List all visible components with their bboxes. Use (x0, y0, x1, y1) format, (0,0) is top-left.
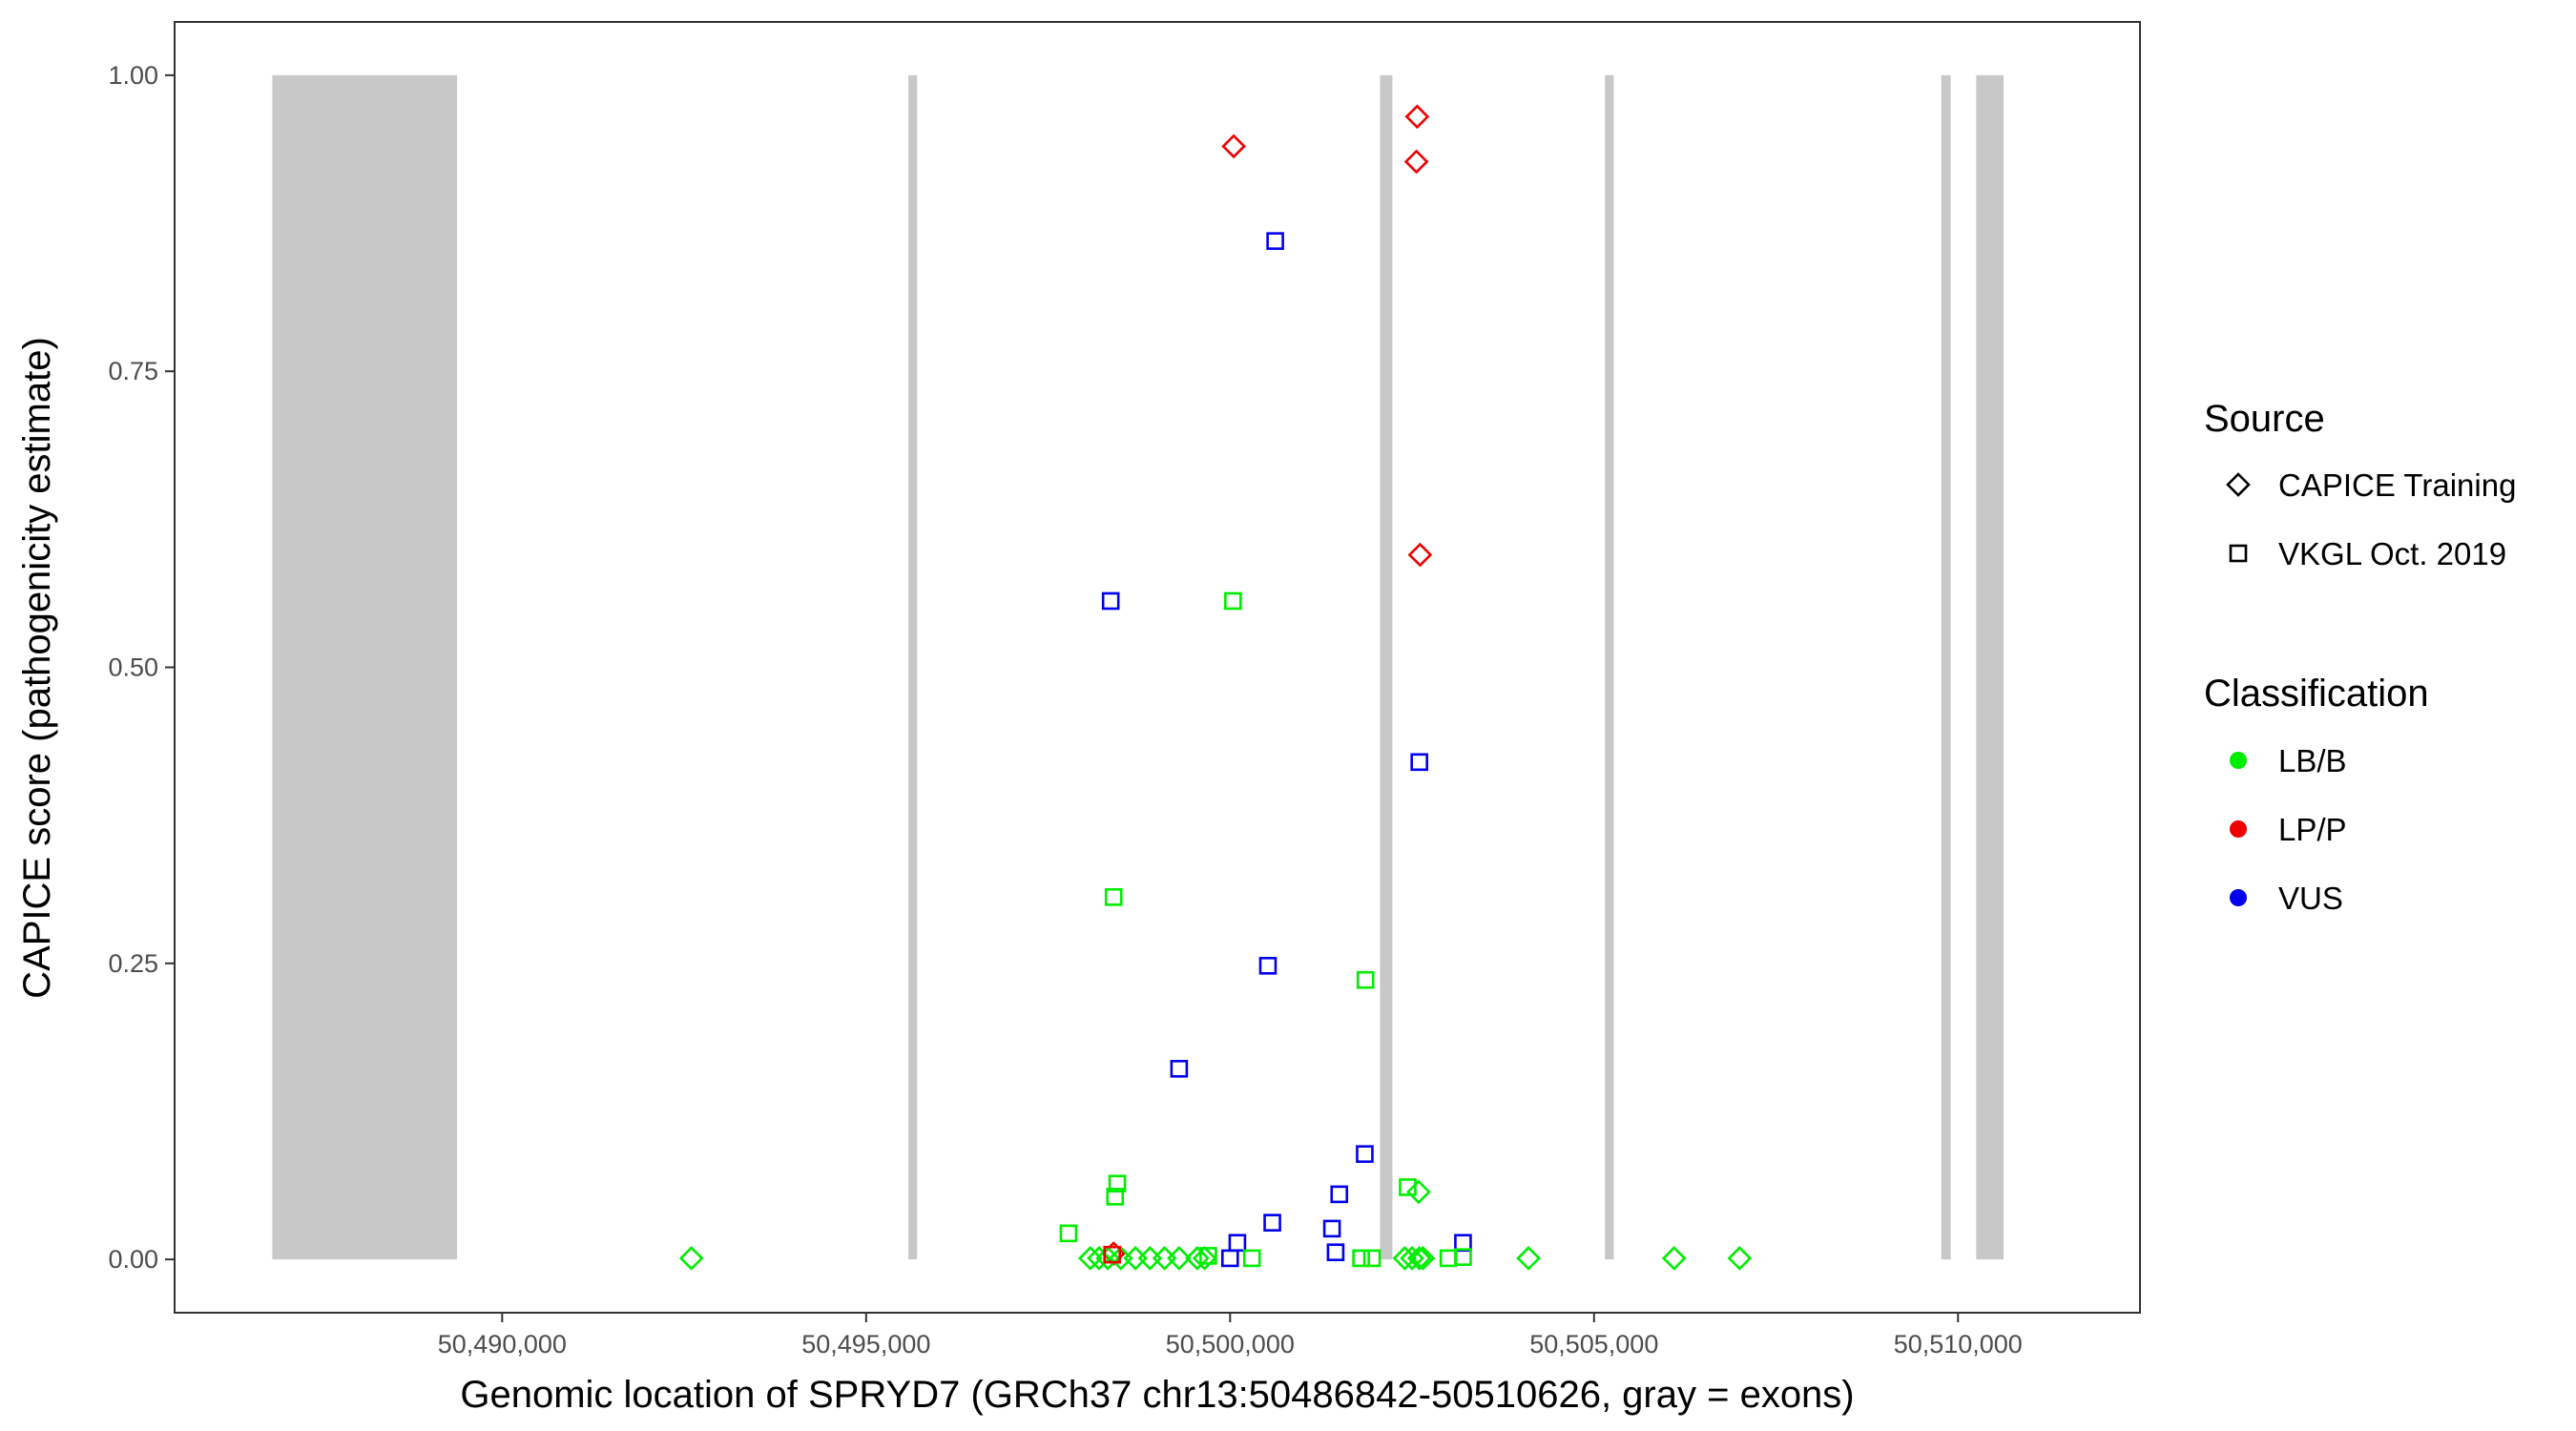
exon-region-2 (908, 74, 918, 1260)
legend-label-classification: VUS (2278, 881, 2343, 916)
legend-key-square (2229, 544, 2248, 563)
legend-key-dot (2230, 889, 2247, 906)
x-tick-label: 50,495,000 (801, 1330, 930, 1358)
square-point-lbb (1108, 1174, 1127, 1192)
diamond-point-lpp (1407, 542, 1433, 568)
square-point-lbb (1362, 1249, 1381, 1268)
square-point-vus (1266, 232, 1284, 250)
exon-region-1 (272, 74, 458, 1260)
legend: Source CAPICE Training VKGL Oct. 2019 Cla… (2204, 398, 2516, 916)
legend-label-classification: LB/B (2278, 743, 2347, 778)
x-axis: 50,490,000 50,495,000 50,500,000 50,505,000… (438, 1313, 2023, 1358)
square-point-lbb (1104, 888, 1123, 906)
y-axis: 0.00 0.25 0.50 0.75 1.00 (108, 61, 175, 1274)
y-tick-label: 0.50 (108, 653, 158, 682)
square-point-vus (1326, 1243, 1345, 1261)
legend-title-classification: Classification (2204, 673, 2429, 715)
exon-region-4 (1605, 74, 1614, 1260)
diamond-point-lpp (1404, 104, 1430, 130)
square-point-lbb (1454, 1248, 1472, 1266)
square-point-lbb (1242, 1249, 1261, 1268)
legend-key-dot (2230, 820, 2247, 838)
legend-key-dot (2230, 752, 2247, 769)
y-tick-label: 0.75 (108, 357, 158, 385)
legend-label-source: CAPICE Training (2278, 467, 2516, 503)
diamond-point-lbb (1087, 1246, 1111, 1271)
diamond-point-lbb (1167, 1246, 1192, 1271)
diamond-point-lbb (1516, 1246, 1541, 1271)
diamond-point-lbb (1406, 1246, 1432, 1271)
legend-key-diamond (2226, 472, 2251, 497)
square-point-lbb (1106, 1188, 1125, 1206)
square-point-vus (1410, 753, 1428, 772)
square-point-vus (1356, 1145, 1374, 1163)
x-tick-label: 50,505,000 (1529, 1330, 1658, 1358)
diamond-point-lbb (1406, 1179, 1431, 1205)
diamond-point-lbb (1192, 1246, 1217, 1271)
y-tick-label: 0.00 (108, 1245, 158, 1274)
diamond-point-lbb (1077, 1246, 1103, 1271)
exons-layer (272, 74, 2005, 1260)
square-point-vus (1330, 1185, 1349, 1204)
x-axis-title: Genomic location of SPRYD7 (GRCh37 chr13… (460, 1374, 1854, 1416)
square-point-lbb (1352, 1249, 1370, 1268)
diamond-point-lpp (1403, 149, 1429, 175)
legend-source-entries: CAPICE Training VKGL Oct. 2019 (2226, 467, 2516, 571)
x-tick-label: 50,500,000 (1166, 1330, 1295, 1358)
x-tick-label: 50,490,000 (438, 1330, 567, 1358)
square-point-vus (1101, 591, 1120, 611)
square-point-lbb (1399, 1178, 1417, 1196)
square-point-lbb (1059, 1224, 1078, 1243)
legend-label-classification: LP/P (2278, 812, 2347, 847)
square-point-lpp (1103, 1245, 1121, 1264)
square-point-vus (1263, 1213, 1281, 1232)
exon-region-3 (1380, 74, 1393, 1260)
y-tick-label: 1.00 (108, 61, 158, 90)
square-point-lbb (1356, 970, 1375, 989)
exon-region-6 (1976, 74, 2005, 1260)
diamond-point-lbb (1185, 1246, 1210, 1271)
legend-title-source: Source (2204, 398, 2325, 440)
x-tick-label: 50,510,000 (1894, 1330, 2023, 1358)
legend-class-entries: LB/B LP/P VUS (2230, 743, 2347, 916)
y-tick-label: 0.25 (108, 949, 158, 978)
legend-label-source: VKGL Oct. 2019 (2278, 536, 2506, 571)
square-point-lbb (1199, 1247, 1217, 1265)
diamond-point-lbb (678, 1246, 704, 1271)
square-point-vus (1170, 1059, 1189, 1078)
diamond-point-lbb (1410, 1246, 1436, 1271)
square-point-vus (1322, 1219, 1341, 1238)
square-point-lbb (1224, 591, 1242, 611)
square-point-vus (1220, 1249, 1239, 1268)
y-axis-title: CAPICE score (pathogenicity estimate) (16, 337, 58, 999)
diamond-point-lbb (1400, 1246, 1424, 1271)
exon-region-5 (1941, 74, 1951, 1260)
diamond-point-lpp (1221, 134, 1246, 159)
square-point-vus (1258, 957, 1278, 975)
diamond-point-lbb (1661, 1246, 1687, 1271)
points-layer (678, 104, 1753, 1271)
diamond-point-lbb (1727, 1246, 1753, 1271)
